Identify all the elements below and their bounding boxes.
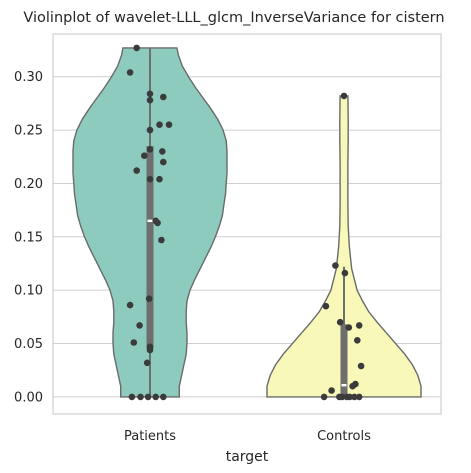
- strip-points: [126, 44, 365, 401]
- y-tick-label: 0.10: [14, 284, 43, 299]
- data-point: [351, 393, 358, 401]
- y-tick-label: 0.20: [14, 177, 43, 192]
- data-point: [165, 121, 173, 128]
- data-point: [146, 90, 154, 98]
- violin-controls: [266, 95, 422, 398]
- data-point: [130, 339, 138, 346]
- median-marker-patients: [147, 219, 153, 222]
- data-point: [146, 146, 154, 153]
- iqr-box-controls: [340, 324, 348, 397]
- chart-title: Violinplot of wavelet-LLL_glcm_InverseVa…: [23, 10, 444, 26]
- plot-frame: [52, 33, 442, 415]
- data-point: [355, 322, 363, 329]
- data-point: [156, 175, 163, 183]
- data-point: [143, 359, 151, 367]
- data-point: [328, 387, 335, 394]
- y-tick-labels: 0.00 0.05 0.10 0.15 0.20 0.25 0.30: [14, 70, 43, 405]
- data-point: [146, 126, 154, 134]
- data-point: [128, 393, 136, 401]
- y-tick-label: 0.25: [14, 124, 43, 139]
- data-point: [141, 152, 148, 159]
- iqr-box-patients: [146, 146, 154, 349]
- data-point: [158, 236, 165, 244]
- y-tick-label: 0.15: [14, 230, 43, 245]
- data-point: [349, 382, 356, 390]
- data-point: [146, 346, 154, 354]
- data-point: [159, 148, 166, 155]
- data-point: [332, 262, 339, 269]
- data-point: [357, 362, 365, 370]
- y-tick-label: 0.05: [14, 337, 43, 352]
- data-point: [336, 318, 344, 326]
- data-point: [152, 393, 159, 401]
- data-point: [126, 69, 134, 76]
- data-point: [145, 295, 153, 303]
- data-point: [154, 219, 161, 227]
- data-point: [156, 121, 163, 128]
- data-point: [346, 393, 354, 401]
- data-point: [355, 393, 363, 401]
- data-point: [146, 175, 154, 183]
- data-point: [144, 393, 152, 401]
- data-point: [146, 96, 154, 104]
- data-point: [160, 93, 167, 101]
- x-tick-label: Patients: [124, 429, 176, 444]
- data-point: [136, 322, 143, 329]
- data-point: [354, 337, 361, 344]
- y-tick-label: 0.00: [14, 390, 43, 405]
- data-point: [345, 324, 353, 331]
- data-point: [338, 393, 346, 401]
- data-point: [137, 393, 144, 401]
- data-point: [322, 302, 330, 310]
- x-tick-labels: Patients Controls: [124, 429, 371, 444]
- y-tick-label: 0.30: [14, 70, 43, 85]
- data-point: [126, 301, 134, 309]
- x-axis-label: target: [226, 449, 269, 465]
- median-marker-controls: [341, 383, 347, 387]
- data-point: [133, 167, 140, 174]
- data-point: [320, 393, 328, 401]
- data-point: [160, 393, 167, 401]
- inner-boxplots: [146, 47, 348, 397]
- data-point: [160, 158, 167, 166]
- data-point: [133, 44, 140, 52]
- data-point: [341, 269, 349, 277]
- x-tick-label: Controls: [317, 429, 371, 444]
- data-point: [340, 92, 348, 100]
